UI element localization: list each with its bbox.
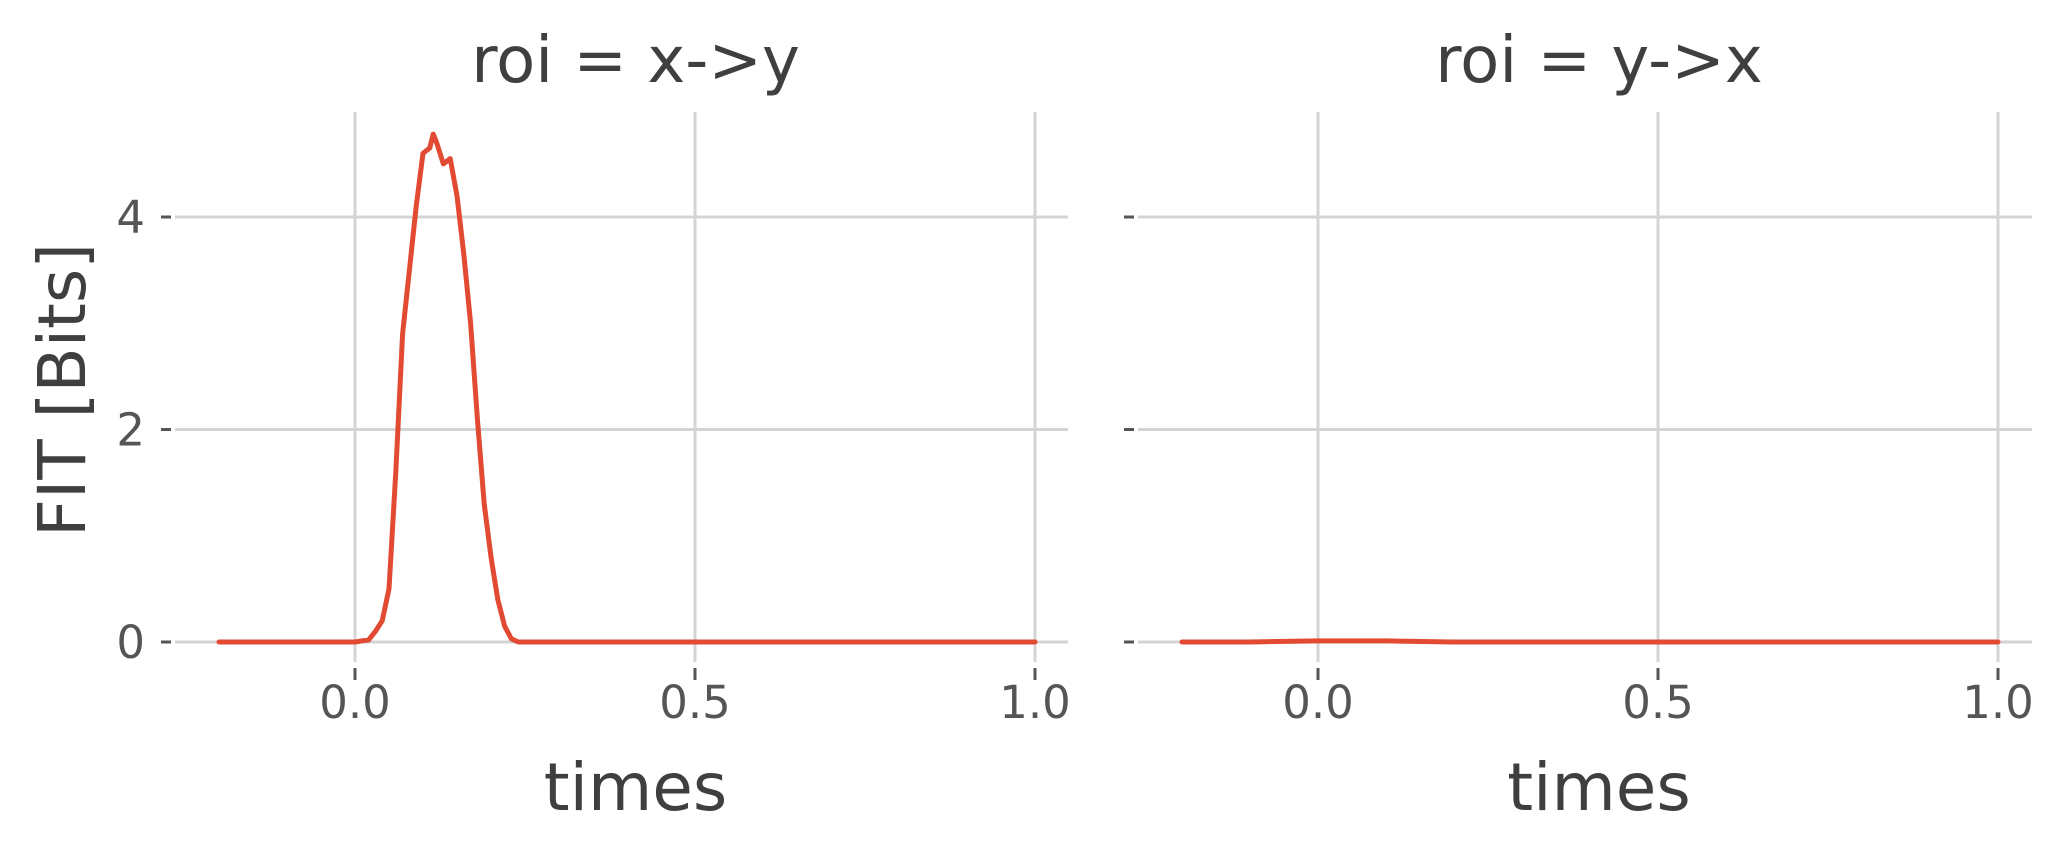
panel-2-xtick-label: 0.0 bbox=[1282, 676, 1354, 729]
panel-2-xtick-label: 0.5 bbox=[1622, 676, 1694, 729]
panel-2-xtick-label: 1.0 bbox=[1962, 676, 2034, 729]
y-axis-label: FIT [Bits] bbox=[24, 243, 101, 537]
panel-1-ytick-label: 2 bbox=[116, 404, 145, 457]
panel-2-x-axis-label: times bbox=[1507, 749, 1691, 826]
panel-1-xtick-label: 0.0 bbox=[319, 676, 391, 729]
panel-1-xtick-label: 0.5 bbox=[659, 676, 731, 729]
panel-1-series-line bbox=[216, 131, 1038, 645]
panel-2-series-line bbox=[1179, 638, 2001, 645]
panel-1-xtick-label: 1.0 bbox=[999, 676, 1071, 729]
panel-1-ytick-label: 0 bbox=[116, 616, 145, 669]
panel-1-x-axis-label: times bbox=[544, 749, 728, 826]
panel-1-ytick-label: 4 bbox=[116, 191, 145, 244]
panel-2-title: roi = y->x bbox=[1435, 24, 1763, 98]
panel-1-title: roi = x->y bbox=[471, 24, 800, 98]
